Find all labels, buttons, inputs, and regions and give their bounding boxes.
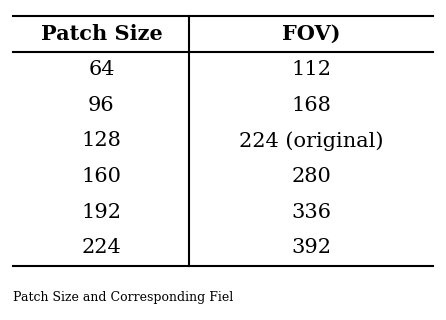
Text: 128: 128 — [82, 131, 121, 150]
Text: 336: 336 — [291, 203, 331, 222]
Text: 64: 64 — [88, 60, 115, 79]
Text: Patch Size: Patch Size — [41, 24, 162, 44]
Text: 96: 96 — [88, 96, 115, 115]
Text: 224 (original): 224 (original) — [239, 131, 383, 151]
Text: 112: 112 — [291, 60, 331, 79]
Text: FOV): FOV) — [282, 24, 340, 44]
Text: 192: 192 — [82, 203, 121, 222]
Text: Patch Size and Corresponding Fiel: Patch Size and Corresponding Fiel — [13, 291, 234, 304]
Text: 280: 280 — [291, 167, 331, 186]
Text: 392: 392 — [291, 238, 331, 257]
Text: 224: 224 — [82, 238, 121, 257]
Text: 160: 160 — [82, 167, 121, 186]
Text: 168: 168 — [291, 96, 331, 115]
